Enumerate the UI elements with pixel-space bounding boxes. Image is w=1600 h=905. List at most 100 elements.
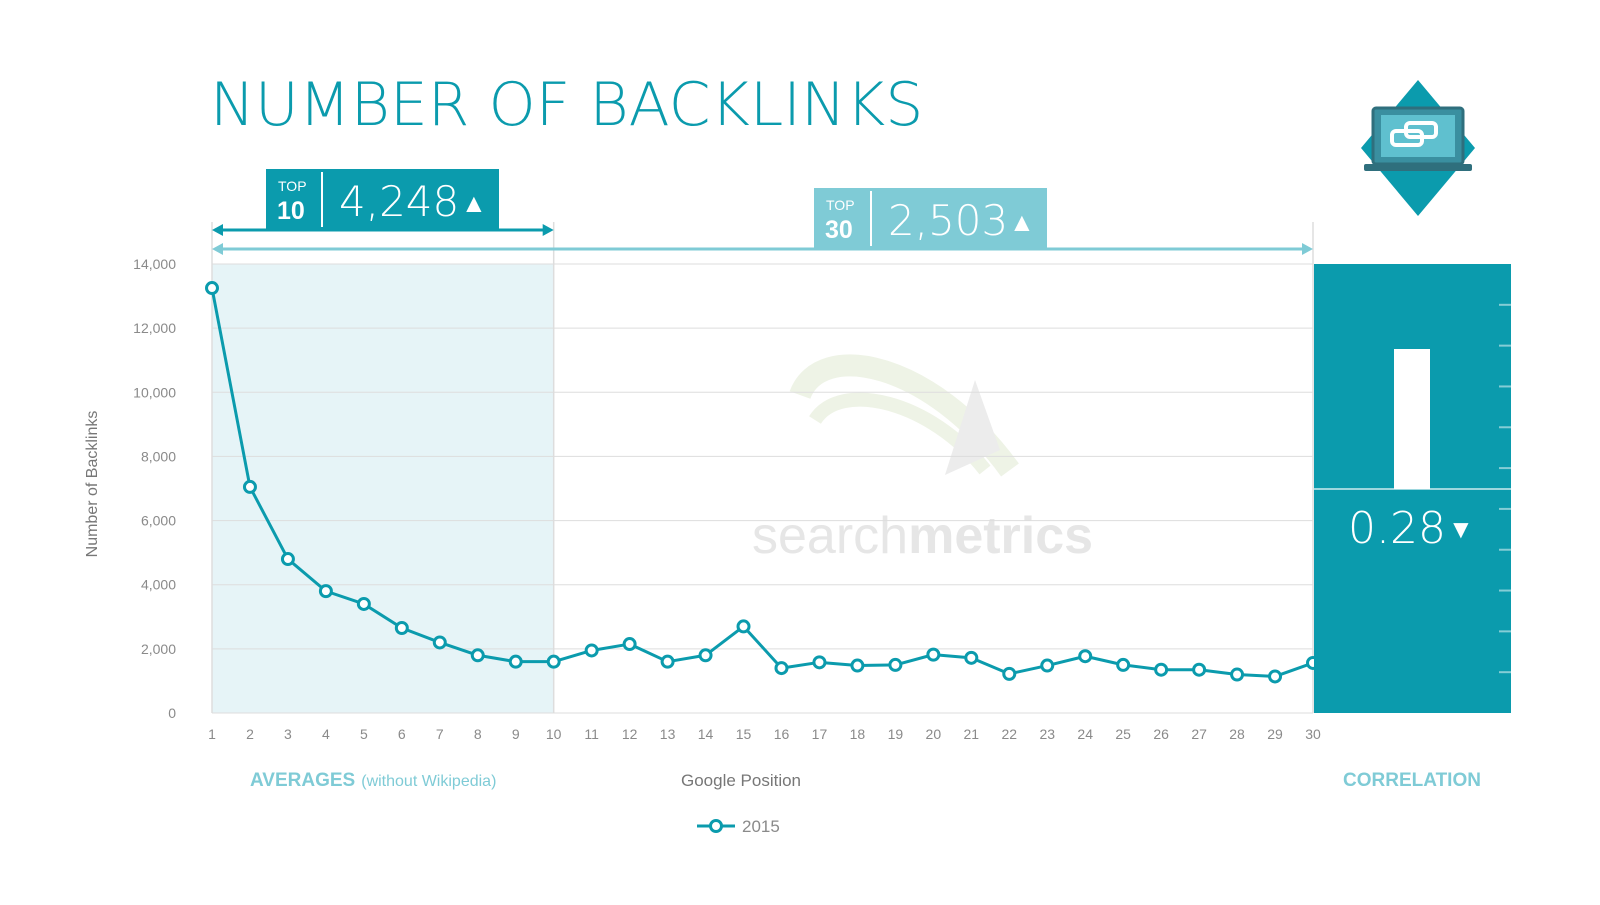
top10-range-arrow-head-left [212,224,223,236]
data-point-26 [1154,662,1169,677]
data-point-15 [736,619,751,634]
data-point-18 [850,658,865,673]
correlation-value: 0.28 [1348,503,1446,554]
top30-value: 2,503 [888,196,1008,245]
data-point-7 [432,635,447,650]
x-tick-label-11: 11 [584,726,599,742]
data-point-12 [622,637,637,652]
top30-range-arrow-head-left [212,243,223,255]
correlation-bar [1394,349,1430,489]
series-2015-points [205,281,1320,684]
y-tick-label-2000: 2,000 [141,641,176,657]
data-point-24 [1078,649,1093,664]
x-tick-label-6: 6 [398,726,406,742]
x-tick-label-17: 17 [812,726,828,742]
top30-trend-icon: ▲ [1009,207,1035,237]
data-point-28 [1230,667,1245,682]
y-tick-label-8000: 8,000 [141,448,176,464]
watermark-light: search [752,507,908,565]
data-point-8 [470,648,485,663]
x-tick-label-26: 26 [1153,726,1169,742]
top30-average-box: TOP 30 2,503 ▲ [814,188,1047,249]
top30-top-label: TOP [826,197,855,213]
x-tick-label-25: 25 [1115,726,1131,742]
data-point-3 [280,552,295,567]
chart-title: NUMBER OF BACKLINKS [210,70,923,140]
data-point-2 [242,479,257,494]
data-point-4 [318,584,333,599]
data-point-17 [812,655,827,670]
searchmetrics-watermark: searchmetrics [752,354,1093,565]
x-tick-label-20: 20 [926,726,942,742]
data-point-29 [1268,669,1283,684]
x-tick-label-1: 1 [208,726,216,742]
top10-top-label: TOP [278,178,307,194]
x-tick-label-24: 24 [1077,726,1093,742]
data-point-25 [1116,657,1131,672]
x-tick-label-29: 29 [1267,726,1283,742]
x-tick-label-22: 22 [1001,726,1017,742]
data-point-23 [1040,658,1055,673]
x-tick-label-4: 4 [322,726,330,742]
svg-text:searchmetrics: searchmetrics [752,507,1093,565]
x-tick-label-15: 15 [736,726,752,742]
data-point-13 [660,654,675,669]
y-tick-label-6000: 6,000 [141,513,176,529]
y-tick-label-4000: 4,000 [141,577,176,593]
top10-range-arrow-head-right [542,224,554,236]
laptop-link-icon [1361,80,1475,216]
data-point-10 [546,654,561,669]
x-tick-label-8: 8 [474,726,482,742]
top10-trend-icon: ▲ [461,188,487,218]
x-tick-label-30: 30 [1305,726,1321,742]
data-point-21 [964,650,979,665]
correlation-panel: 0.28 ▼ [1314,264,1511,713]
data-point-9 [508,654,523,669]
y-tick-label-14000: 14,000 [133,256,176,272]
data-point-1 [205,281,219,296]
x-tick-label-23: 23 [1039,726,1055,742]
x-tick-label-27: 27 [1191,726,1207,742]
data-point-11 [584,643,599,658]
averages-label: AVERAGES (without Wikipedia) [250,770,496,791]
data-point-16 [774,661,789,676]
watermark-bold: metrics [908,507,1093,565]
x-tick-label-18: 18 [850,726,866,742]
data-point-20 [926,647,941,662]
x-tick-label-10: 10 [546,726,562,742]
x-tick-label-28: 28 [1229,726,1245,742]
x-tick-label-7: 7 [436,726,444,742]
y-tick-label-12000: 12,000 [133,320,176,336]
top10-average-box: TOP 10 4,248 ▲ [266,169,499,230]
top30-number: 30 [825,216,853,244]
top10-shaded-area [212,264,554,713]
correlation-trend-icon: ▼ [1448,514,1474,544]
x-tick-label-2: 2 [246,726,254,742]
top10-number: 10 [277,197,305,225]
correlation-scale-ticks [1499,303,1511,674]
x-tick-label-19: 19 [888,726,904,742]
x-tick-label-12: 12 [622,726,638,742]
data-point-19 [888,657,903,672]
correlation-label: CORRELATION [1343,770,1481,791]
x-tick-label-21: 21 [964,726,980,742]
x-tick-label-5: 5 [360,726,368,742]
legend-series-2015: 2015 [742,817,780,836]
y-axis-ticks: 0 2,000 4,000 6,000 8,000 10,000 12,000 14,000 [133,256,176,721]
x-tick-label-3: 3 [284,726,292,742]
data-point-6 [394,621,409,636]
averages-label-note: (without Wikipedia) [361,773,496,790]
y-tick-label-0: 0 [168,705,176,721]
legend: 2015 [697,817,780,836]
y-tick-label-10000: 10,000 [133,384,176,400]
x-tick-label-13: 13 [660,726,676,742]
data-point-14 [698,648,713,663]
averages-label-main: AVERAGES [250,770,355,791]
top30-range-arrow-head-right [1302,243,1313,255]
data-point-5 [356,596,371,611]
data-point-22 [1002,666,1017,681]
x-tick-label-14: 14 [698,726,714,742]
top10-value: 4,248 [339,177,459,226]
x-tick-label-9: 9 [512,726,520,742]
x-tick-label-16: 16 [774,726,790,742]
